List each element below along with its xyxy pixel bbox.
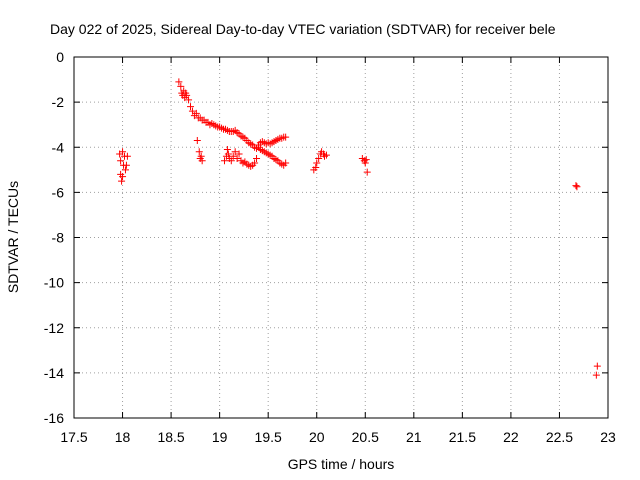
data-point (123, 152, 131, 160)
data-point (227, 157, 235, 165)
x-tick-label: 20.5 (352, 429, 379, 445)
data-points (116, 78, 601, 379)
data-point (253, 155, 261, 163)
y-tick-label: -8 (52, 230, 65, 246)
data-point (195, 148, 203, 156)
data-point (239, 133, 247, 141)
data-point (117, 157, 125, 165)
data-point (573, 183, 581, 191)
data-point (224, 150, 232, 158)
data-point (185, 96, 193, 104)
y-axis-label: SDTVAR / TECUs (5, 181, 21, 293)
data-point (247, 140, 255, 148)
data-point (119, 148, 127, 156)
data-point (220, 157, 228, 165)
x-tick-label: 23 (600, 429, 616, 445)
data-point (278, 160, 286, 168)
x-tick-label: 18 (115, 429, 131, 445)
grid-lines (74, 57, 608, 418)
data-point (197, 152, 205, 160)
y-tick-label: -12 (44, 320, 64, 336)
data-point (593, 362, 601, 370)
axis-ticks: 17.5 18 18.5 19 19.5 20 20.5 21 21.5 22 22.5 23 0 -2 -… (44, 49, 616, 445)
data-point (363, 168, 371, 176)
data-point (229, 152, 237, 160)
data-point (121, 166, 129, 174)
data-point (231, 148, 239, 156)
data-point (188, 107, 196, 115)
data-point (313, 159, 321, 167)
y-tick-label: -4 (52, 139, 65, 155)
y-tick-label: -16 (44, 410, 64, 426)
data-point (192, 109, 200, 117)
x-tick-label: 22.5 (546, 429, 573, 445)
x-tick-label: 20 (309, 429, 325, 445)
data-point (572, 182, 580, 190)
x-axis-label: GPS time / hours (288, 456, 395, 472)
data-point (223, 146, 231, 154)
y-tick-label: -2 (52, 94, 65, 110)
y-tick-label: -6 (52, 184, 65, 200)
x-tick-label: 17.5 (60, 429, 87, 445)
x-tick-label: 22 (503, 429, 519, 445)
data-point (233, 155, 241, 163)
data-point (175, 78, 183, 86)
data-point (122, 161, 130, 169)
data-point (193, 136, 201, 144)
data-point (362, 156, 370, 164)
data-point (282, 159, 290, 167)
x-tick-label: 19 (212, 429, 228, 445)
y-tick-label: 0 (56, 49, 64, 65)
data-point (183, 91, 191, 99)
data-point (322, 151, 330, 159)
data-point (272, 156, 280, 164)
x-tick-label: 21.5 (449, 429, 476, 445)
data-point (198, 157, 206, 165)
chart-title: Day 022 of 2025, Sidereal Day-to-day VTE… (50, 21, 556, 37)
y-tick-label: -10 (44, 275, 64, 291)
data-point (235, 150, 243, 158)
data-point (251, 159, 259, 167)
plot-frame (73, 56, 609, 419)
x-tick-label: 19.5 (255, 429, 282, 445)
x-tick-label: 21 (406, 429, 422, 445)
data-point (315, 155, 323, 163)
data-point (312, 164, 320, 172)
data-point (119, 173, 127, 181)
y-tick-label: -14 (44, 365, 64, 381)
data-point (118, 177, 126, 185)
data-point (361, 159, 369, 167)
data-point (177, 82, 185, 90)
data-point (282, 133, 290, 141)
data-point (592, 371, 600, 379)
x-tick-label: 18.5 (157, 429, 184, 445)
data-point (187, 103, 195, 111)
